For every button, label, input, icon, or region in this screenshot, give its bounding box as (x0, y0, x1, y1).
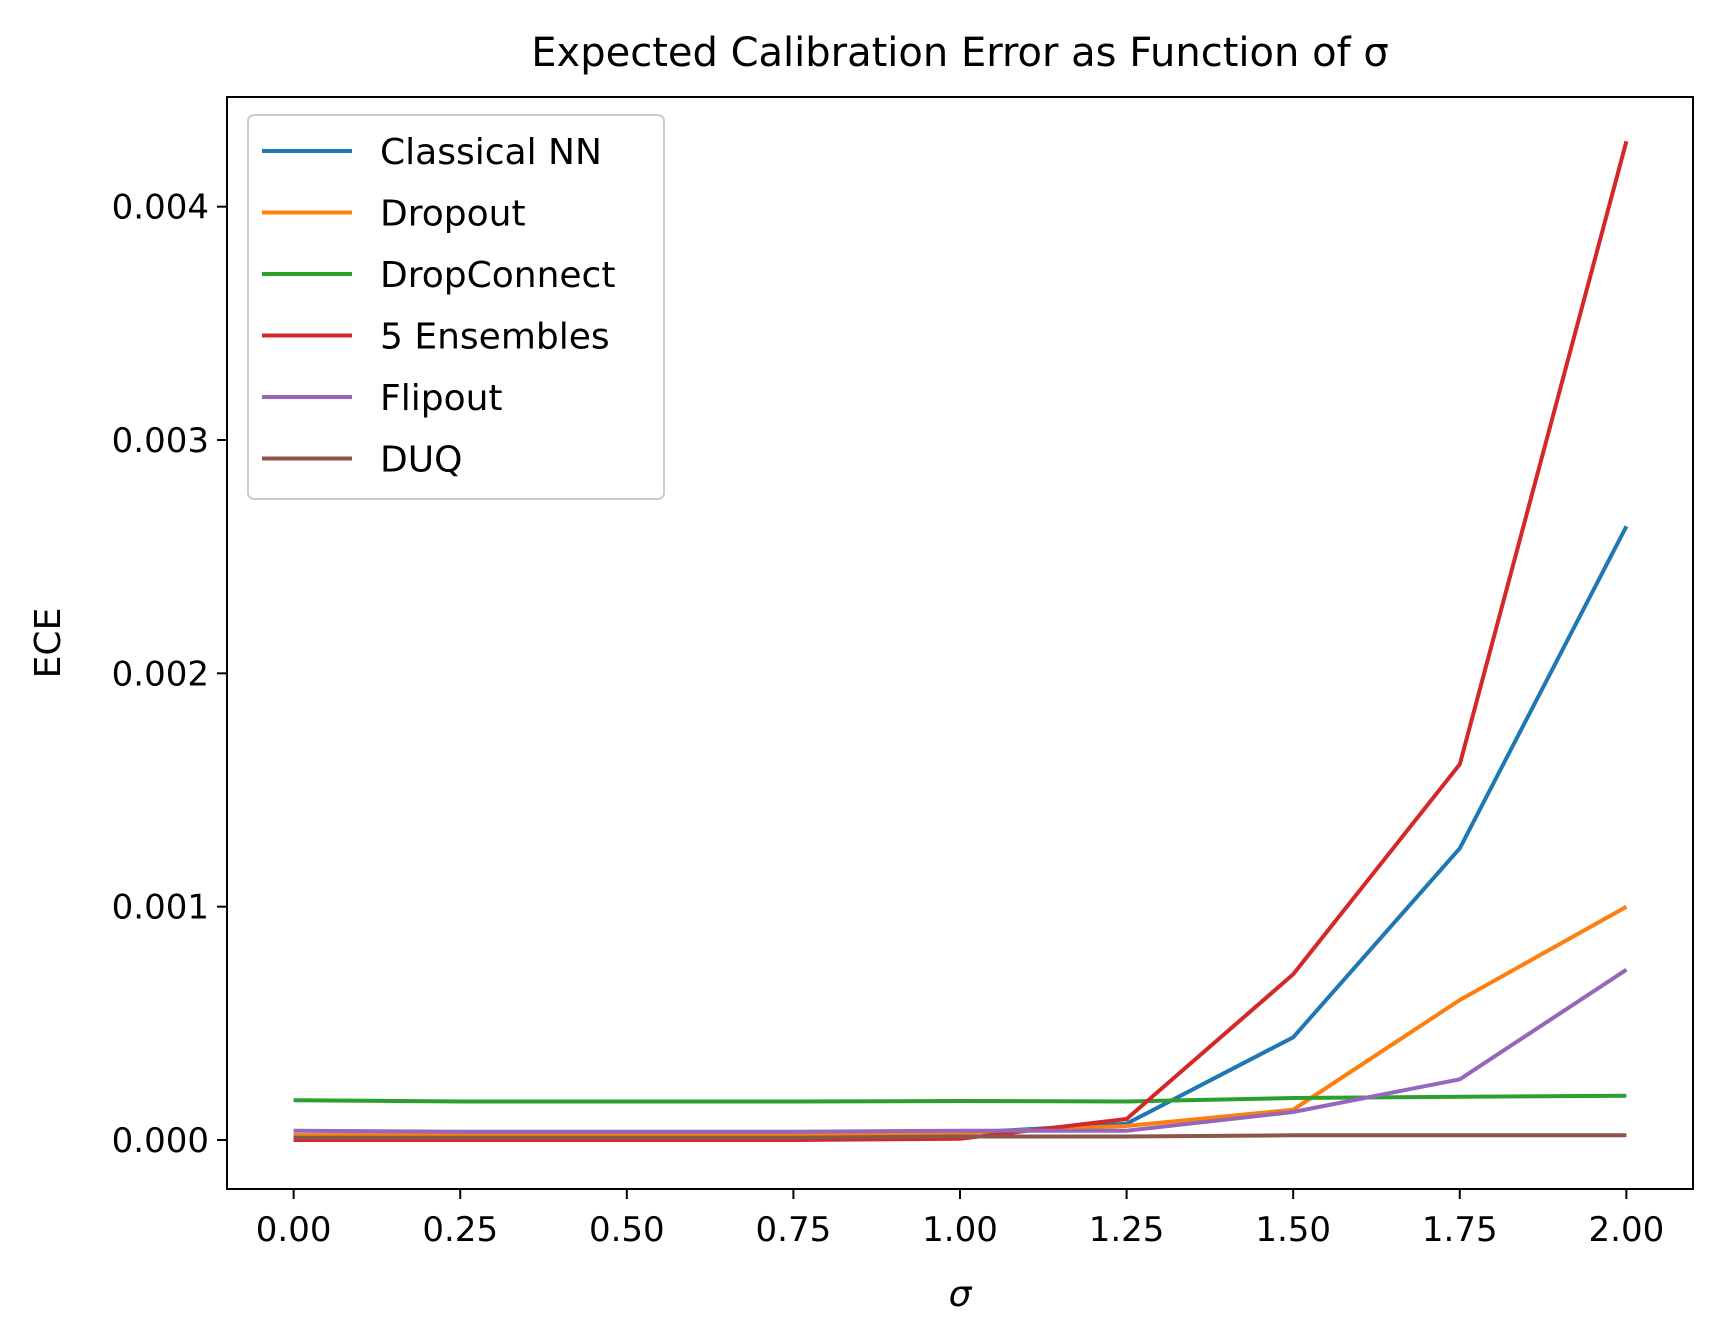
y-tick-label: 0.001 (112, 888, 209, 928)
y-axis-label: ECE (28, 608, 69, 679)
y-tick-label: 0.002 (112, 654, 209, 694)
y-tick-label: 0.003 (112, 421, 209, 461)
legend-label-5: DUQ (380, 440, 462, 481)
x-axis: 0.00 0.25 0.50 0.75 1.00 1.25 1.50 1.75 2.00 (256, 1189, 1664, 1250)
x-axis-label: σ (949, 1274, 973, 1315)
y-tick-label: 0.000 (112, 1121, 209, 1161)
legend-label-3: 5 Ensembles (380, 317, 610, 358)
series-line-4 (293, 968, 1628, 1134)
x-tick-label: 1.25 (1089, 1210, 1165, 1250)
series-line-5 (293, 1133, 1627, 1140)
x-tick-label: 1.75 (1422, 1210, 1498, 1250)
x-tick-label: 2.00 (1589, 1210, 1665, 1250)
series-line-2 (293, 1093, 1627, 1104)
x-tick-label: 1.00 (922, 1210, 998, 1250)
x-tick-label: 0.75 (756, 1210, 832, 1250)
series-layer (293, 140, 1629, 1142)
legend-label-1: Dropout (380, 194, 526, 235)
series-line-3 (293, 140, 1629, 1142)
y-tick-label: 0.004 (112, 188, 209, 228)
x-tick-label: 0.50 (589, 1210, 665, 1250)
x-tick-label: 1.50 (1255, 1210, 1331, 1250)
legend-label-2: DropConnect (380, 255, 615, 296)
y-axis: 0.000 0.001 0.002 0.003 0.004 (112, 188, 227, 1161)
x-tick-label: 0.25 (422, 1210, 498, 1250)
x-tick-label: 0.00 (256, 1210, 332, 1250)
legend: Classical NN Dropout DropConnect 5 Ensemble… (247, 114, 665, 500)
legend-label-4: Flipout (380, 378, 503, 419)
series-line-1 (293, 904, 1628, 1138)
legend-label-0: Classical NN (380, 132, 602, 173)
chart-title: Expected Calibration Error as Function o… (531, 30, 1388, 76)
